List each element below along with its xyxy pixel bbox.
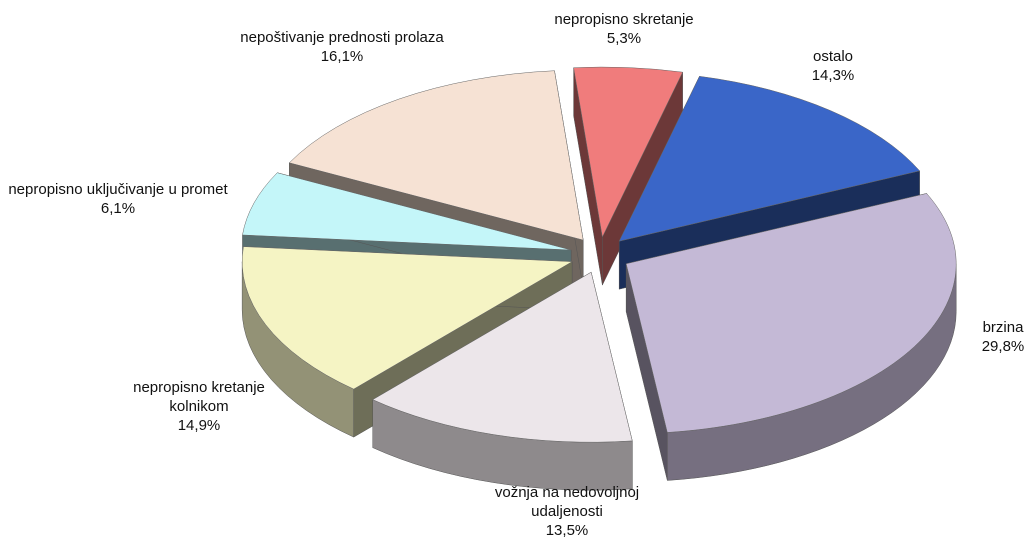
slice-top [288,70,584,241]
value-label: 6,1% [100,200,136,217]
category-name: brzina [982,319,1024,336]
slice-top [241,246,573,390]
slice [625,193,957,481]
slice-top [625,193,957,433]
value-label: 14,9% [177,417,221,434]
value-label: 29,8% [981,338,1025,355]
category-name: vožnja na nedovoljnoj udaljenosti [494,484,640,520]
category-name: ostalo [812,48,854,65]
slice-label: nepropisno kretanje kolnikom 14,9% [114,378,284,435]
slice-label: nepoštivanje prednosti prolaza 16,1% [235,28,450,66]
category-name: nepropisno kretanje kolnikom [133,379,265,415]
slice-label: brzina 29,8% [963,318,1034,356]
slice-label: ostalo 14,3% [773,47,893,85]
category-name: nepropisno skretanje [554,11,694,28]
value-label: 14,3% [811,67,855,84]
value-label: 13,5% [545,522,589,539]
slice-top [573,66,684,238]
category-name: nepropisno uključivanje u promet [8,181,228,198]
value-label: 16,1% [320,48,364,65]
value-label: 5,3% [606,30,642,47]
slice [372,271,633,491]
slice-label: nepropisno skretanje 5,3% [514,10,734,48]
slice-top [618,76,921,242]
slice-top [242,172,572,251]
slice [573,66,684,286]
slice-label: vožnja na nedovoljnoj udaljenosti 13,5% [472,483,662,540]
slice-label: nepropisno uključivanje u promet 6,1% [0,180,238,218]
slice-top [372,271,633,443]
category-name: nepoštivanje prednosti prolaza [240,29,444,46]
